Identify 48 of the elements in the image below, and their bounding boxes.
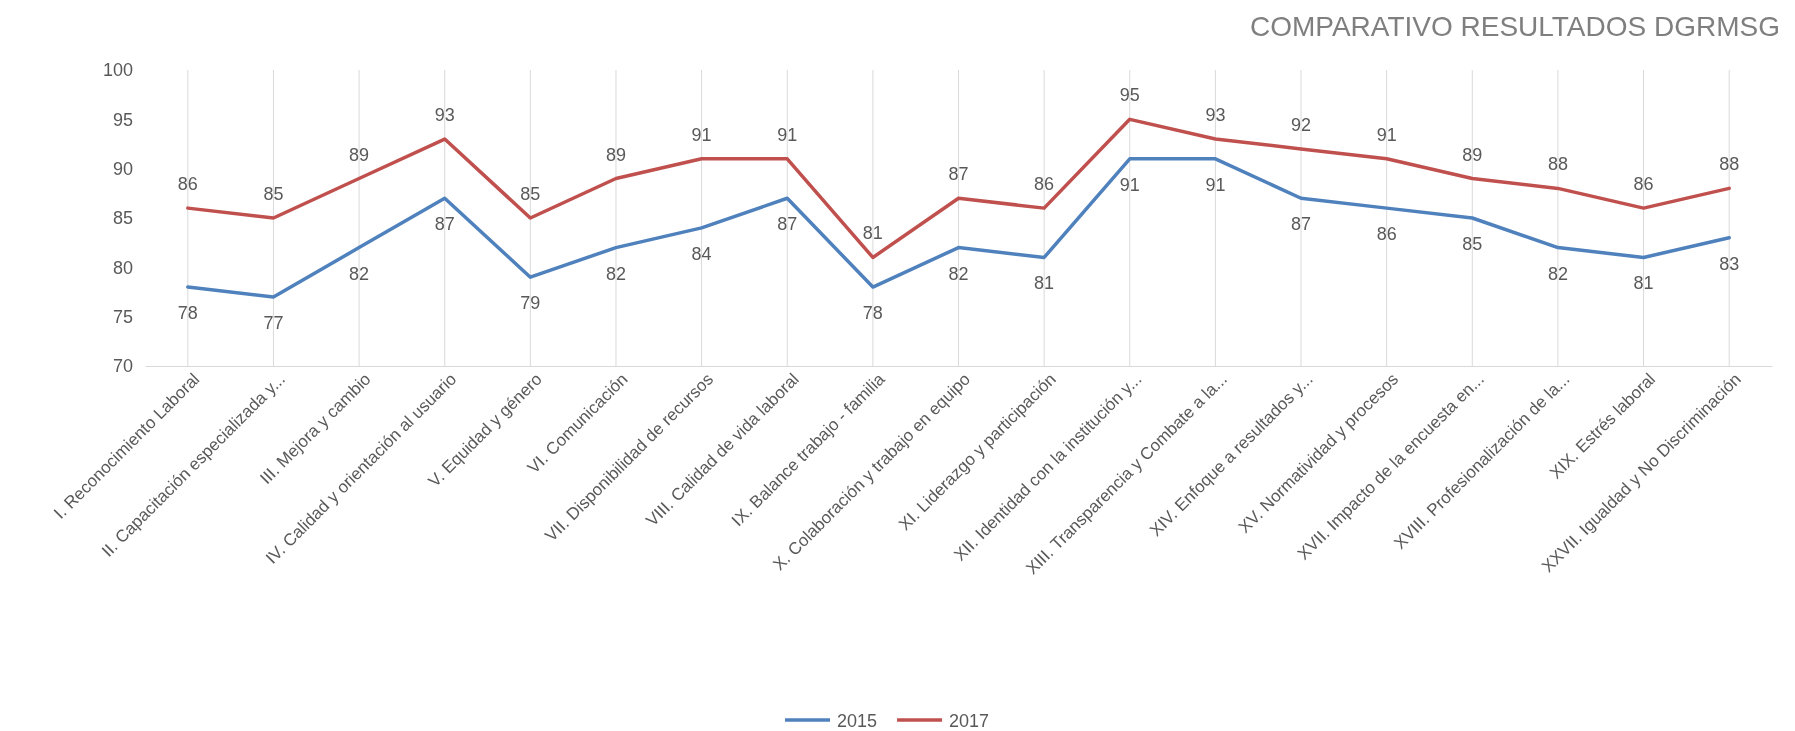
legend-label: 2017 xyxy=(949,711,990,731)
data-label: 81 xyxy=(1034,273,1055,294)
data-label: 85 xyxy=(520,184,541,204)
data-label: 91 xyxy=(1376,124,1397,145)
data-label: 78 xyxy=(177,303,198,324)
data-label: 82 xyxy=(1547,263,1568,284)
data-label: 86 xyxy=(1633,174,1654,195)
data-label: 88 xyxy=(1719,154,1740,175)
data-label: 89 xyxy=(1462,144,1483,165)
data-label: 78 xyxy=(862,303,883,324)
data-label: 92 xyxy=(1291,114,1312,135)
data-label: 88 xyxy=(1547,154,1568,175)
data-label: 87 xyxy=(434,214,455,235)
data-label: 82 xyxy=(605,263,626,284)
y-tick-label: 90 xyxy=(112,158,133,179)
y-tick-label: 95 xyxy=(112,109,133,130)
data-label: 91 xyxy=(691,124,712,145)
data-label: 84 xyxy=(691,243,712,264)
y-tick-label: 70 xyxy=(112,356,133,377)
data-label: 87 xyxy=(948,164,969,185)
legend-label: 2015 xyxy=(837,711,878,731)
y-tick-label: 80 xyxy=(112,257,133,278)
chart-title: COMPARATIVO RESULTADOS DGRMSG xyxy=(1250,11,1780,42)
data-label: 89 xyxy=(349,144,370,165)
data-label: 86 xyxy=(1034,174,1055,195)
data-label: 87 xyxy=(777,214,798,235)
data-label: 86 xyxy=(177,174,198,195)
data-label: 85 xyxy=(1462,234,1483,254)
data-label: 91 xyxy=(1119,174,1140,195)
data-label: 95 xyxy=(1119,85,1140,106)
data-label: 93 xyxy=(1205,105,1226,126)
y-tick-label: 75 xyxy=(112,306,133,327)
data-label: 79 xyxy=(520,293,541,314)
data-label: 81 xyxy=(862,223,883,244)
data-label: 77 xyxy=(263,312,284,333)
data-label: 85 xyxy=(263,184,284,204)
data-label: 89 xyxy=(605,144,626,165)
data-label: 87 xyxy=(1291,214,1312,235)
y-tick-label: 85 xyxy=(112,208,133,229)
data-label: 82 xyxy=(948,263,969,284)
data-label: 93 xyxy=(434,105,455,126)
data-label: 91 xyxy=(1205,174,1226,195)
y-tick-label: 100 xyxy=(102,60,133,81)
data-label: 91 xyxy=(777,124,798,145)
data-label: 83 xyxy=(1719,253,1740,274)
data-label: 82 xyxy=(349,263,370,284)
data-label: 81 xyxy=(1633,273,1654,294)
data-label: 86 xyxy=(1376,224,1397,245)
